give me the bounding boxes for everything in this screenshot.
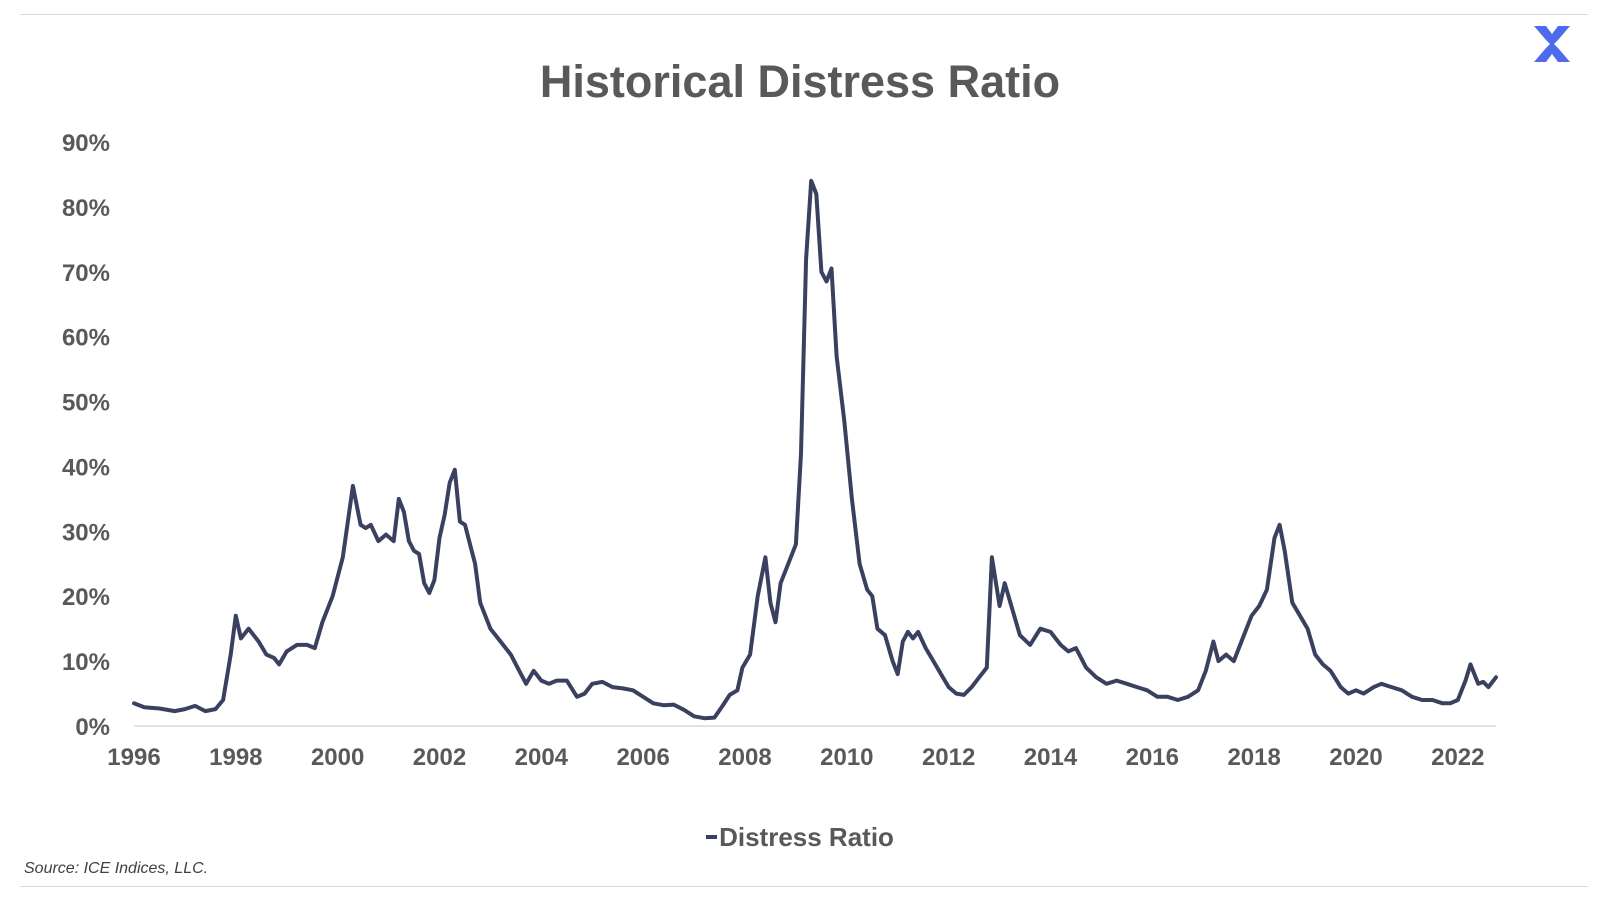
legend-swatch — [706, 835, 718, 840]
y-tick-label: 80% — [62, 195, 110, 222]
chart-title: Historical Distress Ratio — [539, 56, 1061, 107]
top-divider — [20, 14, 1588, 15]
y-tick-label: 20% — [62, 584, 110, 611]
source-note: Source: ICE Indices, LLC. — [24, 860, 209, 877]
y-tick-label: 60% — [62, 325, 110, 352]
y-tick-label: 50% — [62, 390, 110, 417]
x-tick-label: 1998 — [209, 744, 262, 771]
x-tick-label: 2018 — [1227, 744, 1280, 771]
x-logo-icon — [1534, 26, 1570, 62]
y-tick-label: 0% — [75, 714, 110, 741]
x-tick-label: 2010 — [820, 744, 873, 771]
x-tick-label: 2000 — [311, 744, 364, 771]
x-tick-label: 2014 — [1024, 744, 1078, 771]
x-tick-label: 2006 — [616, 744, 669, 771]
x-tick-label: 2004 — [515, 744, 569, 771]
x-tick-label: 2012 — [922, 744, 975, 771]
bottom-divider — [20, 886, 1588, 887]
y-tick-label: 70% — [62, 260, 110, 287]
y-axis-ticks: 0% 10% 20% 30% 40% 50% 60% 70% 80% 90% — [62, 130, 110, 741]
legend: Distress Ratio — [0, 822, 1600, 853]
y-tick-label: 40% — [62, 454, 110, 481]
x-tick-label: 2002 — [413, 744, 466, 771]
legend-label: Distress Ratio — [719, 822, 894, 852]
x-tick-label: 2008 — [718, 744, 771, 771]
y-tick-label: 90% — [62, 130, 110, 157]
x-tick-label: 2020 — [1329, 744, 1382, 771]
y-tick-label: 30% — [62, 519, 110, 546]
x-axis-ticks: 1996 1998 2000 2002 2004 2006 2008 2010 2012 2014… — [107, 744, 1484, 771]
x-tick-label: 1996 — [107, 744, 160, 771]
x-tick-label: 2022 — [1431, 744, 1484, 771]
series-line-distress-ratio — [132, 178, 1498, 721]
x-tick-label: 2016 — [1126, 744, 1179, 771]
y-tick-label: 10% — [62, 649, 110, 676]
